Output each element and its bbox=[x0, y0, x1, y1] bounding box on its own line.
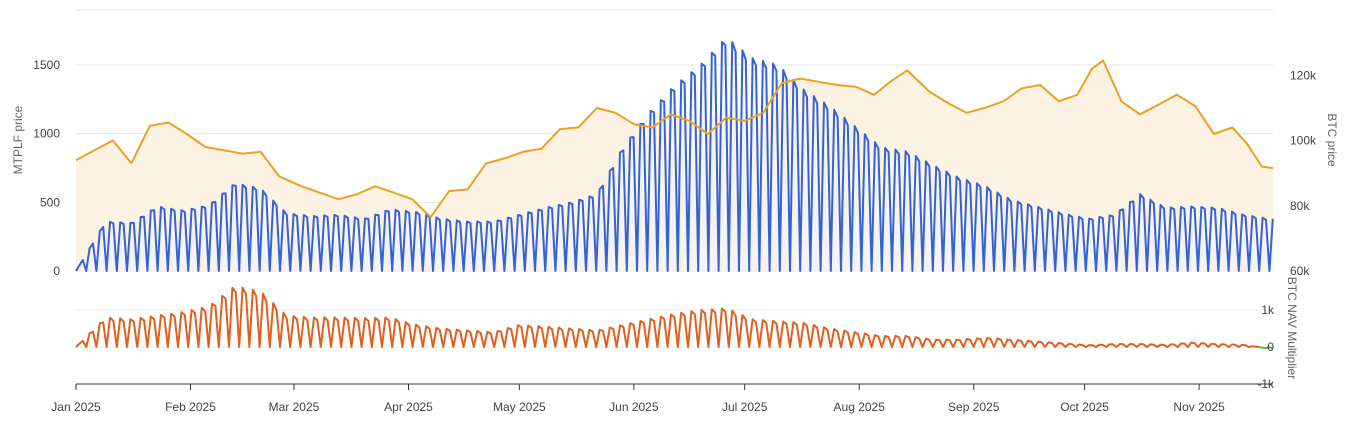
right-tick-label: 120k bbox=[1290, 68, 1317, 82]
bottom-right-axis-title: BTC NAV Multiplier bbox=[1285, 277, 1299, 379]
x-tick-label: Aug 2025 bbox=[834, 400, 886, 414]
x-tick-label: Jan 2025 bbox=[51, 400, 101, 414]
left-tick-label: 500 bbox=[40, 195, 60, 209]
x-tick-label: Oct 2025 bbox=[1060, 400, 1109, 414]
btc-price-line bbox=[75, 59, 1274, 219]
x-tick-label: Apr 2025 bbox=[384, 400, 433, 414]
series-layer bbox=[75, 41, 1274, 350]
bottom-right-tick-label: -1k bbox=[1257, 377, 1275, 391]
x-tick-label: May 2025 bbox=[493, 400, 546, 414]
mtplf-price-area bbox=[76, 42, 1273, 271]
x-tick-label: Nov 2025 bbox=[1173, 400, 1225, 414]
right-tick-label: 80k bbox=[1290, 199, 1310, 213]
x-tick-label: Mar 2025 bbox=[269, 400, 320, 414]
axis-layer: Jan 2025 Feb 2025 Mar 2025 Apr 2025 May 2025… bbox=[11, 58, 1339, 414]
left-axis-title: MTPLF price bbox=[11, 105, 25, 174]
left-tick-label: 0 bbox=[53, 264, 60, 278]
x-tick-label: Jun 2025 bbox=[609, 400, 659, 414]
x-tick-label: Feb 2025 bbox=[165, 400, 216, 414]
left-tick-label: 1000 bbox=[33, 127, 60, 141]
nav-multiplier-line bbox=[1258, 346, 1267, 350]
bottom-right-tick-label: 0 bbox=[1267, 340, 1274, 354]
left-tick-label: 1500 bbox=[33, 58, 60, 72]
right-axis-title: BTC price bbox=[1325, 113, 1339, 167]
bottom-right-tick-label: 1k bbox=[1261, 303, 1275, 317]
x-tick-label: Sep 2025 bbox=[948, 400, 1000, 414]
nav-multiplier-line bbox=[1265, 346, 1270, 350]
x-tick-label: Jul 2025 bbox=[722, 400, 768, 414]
nav-multiplier-line bbox=[1268, 346, 1274, 350]
right-tick-label: 100k bbox=[1290, 134, 1317, 148]
nav-multiplier-line bbox=[75, 286, 1260, 348]
mtplf-price-line bbox=[75, 41, 1274, 272]
right-tick-label: 60k bbox=[1290, 264, 1310, 278]
